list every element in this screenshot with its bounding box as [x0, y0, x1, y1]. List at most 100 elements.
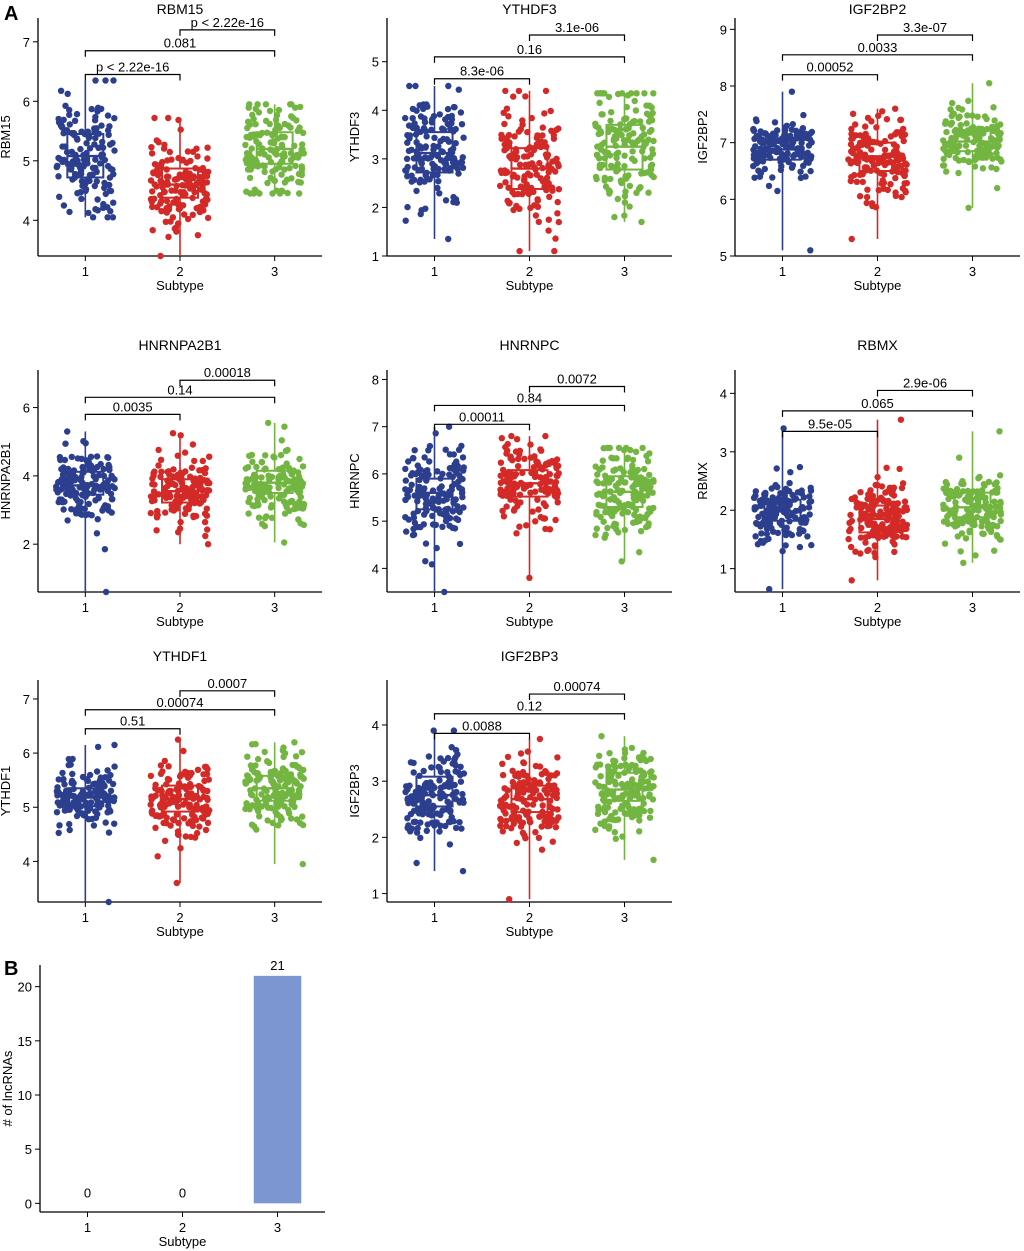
- data-point: [460, 770, 468, 777]
- data-point: [499, 828, 506, 835]
- data-point: [650, 90, 657, 97]
- data-point: [56, 822, 63, 829]
- data-point: [626, 182, 634, 190]
- data-point: [880, 533, 888, 540]
- comparison-bracket: [433, 56, 626, 63]
- data-point: [107, 787, 115, 794]
- data-point: [439, 470, 446, 478]
- data-point: [166, 471, 173, 478]
- x-tick-label: 1: [431, 264, 438, 279]
- data-point: [261, 151, 268, 158]
- data-point: [440, 135, 447, 143]
- x-tick-label: 2: [526, 910, 533, 925]
- data-point: [536, 813, 543, 820]
- data-point: [160, 145, 168, 152]
- data-point: [278, 141, 286, 148]
- data-point: [458, 825, 465, 832]
- data-point: [452, 746, 460, 754]
- y-tick-label: 4: [23, 469, 30, 484]
- data-point: [943, 168, 950, 175]
- data-point: [178, 479, 186, 487]
- data-point: [72, 494, 80, 502]
- data-point: [963, 120, 970, 127]
- data-point: [774, 127, 781, 134]
- data-point: [996, 472, 1004, 479]
- data-point: [630, 806, 638, 813]
- p-value-label: 0.0007: [207, 676, 247, 691]
- data-point: [111, 115, 118, 122]
- data-point: [69, 158, 77, 165]
- data-point: [268, 777, 275, 784]
- data-point: [437, 811, 444, 819]
- data-point: [624, 455, 631, 463]
- data-point: [432, 521, 440, 529]
- y-tick-label: 4: [720, 386, 727, 401]
- x-tick-label: 2: [526, 600, 533, 615]
- data-point: [856, 193, 864, 200]
- data-point: [959, 520, 966, 527]
- data-point: [91, 125, 98, 132]
- data-point: [460, 467, 467, 474]
- data-point: [423, 827, 430, 834]
- data-point: [173, 811, 180, 818]
- data-point: [802, 516, 810, 523]
- x-tick-label: 3: [271, 600, 278, 615]
- data-point: [106, 466, 113, 474]
- x-axis-label: Subtype: [159, 1234, 207, 1249]
- data-point: [975, 507, 982, 514]
- y-tick-label: 9: [720, 22, 727, 37]
- data-point: [536, 735, 544, 743]
- data-point: [548, 127, 555, 134]
- data-point: [508, 815, 515, 822]
- data-point: [624, 92, 632, 99]
- data-point: [960, 156, 967, 164]
- data-point: [613, 154, 620, 162]
- data-point: [602, 509, 609, 516]
- bar-value-label: 0: [84, 1185, 91, 1200]
- data-point: [104, 214, 111, 221]
- data-point: [942, 120, 949, 127]
- p-value-label: 0.12: [517, 699, 542, 714]
- data-point: [202, 826, 210, 834]
- data-point: [614, 795, 621, 802]
- data-point: [646, 791, 653, 798]
- data-point: [501, 141, 508, 148]
- data-point: [426, 442, 434, 450]
- data-point: [441, 588, 448, 596]
- data-point: [181, 449, 189, 456]
- p-value-label: 0.14: [167, 382, 192, 397]
- data-point: [446, 465, 454, 472]
- data-point: [261, 748, 268, 756]
- data-point: [295, 516, 302, 523]
- data-point: [406, 132, 414, 139]
- data-point: [71, 473, 79, 480]
- data-point: [199, 457, 206, 465]
- comparison-bracket: [433, 713, 626, 720]
- data-point: [796, 463, 804, 471]
- data-point: [88, 105, 95, 113]
- data-point: [617, 805, 624, 812]
- data-point: [184, 148, 192, 155]
- data-point: [427, 779, 434, 786]
- data-point: [424, 784, 431, 791]
- data-point: [93, 453, 101, 460]
- data-point: [957, 548, 964, 555]
- data-point: [63, 127, 71, 134]
- data-point: [594, 471, 601, 478]
- data-point: [849, 110, 857, 118]
- data-point: [170, 466, 177, 473]
- data-point: [799, 527, 806, 534]
- x-tick-label: 3: [621, 264, 628, 279]
- data-point: [199, 786, 207, 793]
- data-point: [637, 118, 644, 125]
- data-point: [111, 741, 118, 749]
- p-value-label: 0.0035: [113, 399, 153, 414]
- comparison-bracket: [876, 34, 974, 41]
- p-value-label: p < 2.22e-16: [96, 60, 169, 75]
- data-point: [202, 465, 209, 472]
- data-point: [513, 804, 520, 812]
- data-point: [761, 491, 768, 498]
- data-point: [763, 530, 771, 538]
- data-point: [594, 151, 601, 159]
- bar-value-label: 0: [179, 1185, 186, 1200]
